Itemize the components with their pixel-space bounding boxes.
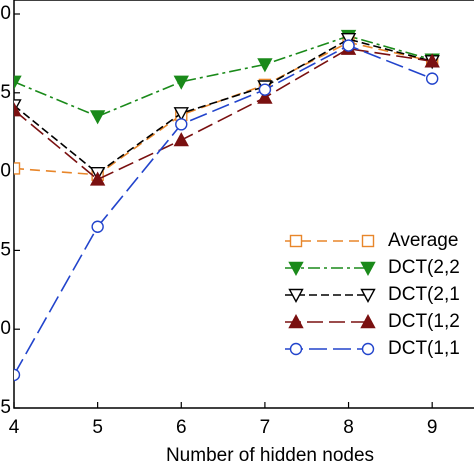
data-point bbox=[173, 75, 189, 90]
y-tick-label: 0 bbox=[0, 3, 11, 24]
data-point bbox=[173, 107, 189, 122]
legend-marker bbox=[360, 261, 376, 276]
data-point bbox=[14, 162, 21, 175]
data-point bbox=[14, 102, 22, 117]
data-point bbox=[89, 110, 106, 125]
data-point bbox=[173, 132, 189, 147]
y-tick-label: 0 bbox=[0, 318, 11, 339]
legend-marker bbox=[360, 288, 376, 303]
legend-label: DCT(1,2 bbox=[388, 311, 460, 332]
series-line bbox=[14, 41, 433, 176]
legend-label: DCT(2,1 bbox=[388, 284, 460, 305]
legend-marker bbox=[289, 234, 303, 248]
x-tick-label: 9 bbox=[427, 417, 438, 438]
x-tick-label: 4 bbox=[9, 417, 20, 438]
plot-frame bbox=[13, 0, 474, 409]
legend-marker bbox=[288, 288, 304, 303]
data-point bbox=[89, 171, 106, 186]
data-point bbox=[14, 368, 21, 382]
x-axis-label: Number of hidden nodes bbox=[166, 445, 374, 466]
data-point bbox=[257, 89, 273, 104]
series-line bbox=[14, 38, 433, 175]
y-tick-label: 5 bbox=[0, 82, 11, 103]
series-line bbox=[14, 44, 433, 376]
legend-label: Average bbox=[388, 230, 458, 251]
legend-marker bbox=[288, 261, 304, 276]
legend-marker bbox=[360, 314, 376, 329]
x-tick-label: 7 bbox=[260, 417, 271, 438]
x-tick-label: 8 bbox=[343, 417, 354, 438]
plot-area bbox=[14, 29, 440, 382]
legend-marker bbox=[288, 314, 304, 329]
y-tick-label: 0 bbox=[0, 161, 11, 182]
data-point bbox=[257, 58, 273, 73]
legend-label: DCT(2,2 bbox=[388, 257, 460, 278]
data-point bbox=[425, 72, 439, 85]
data-point bbox=[175, 118, 188, 131]
data-point bbox=[14, 75, 22, 90]
series-line bbox=[14, 35, 433, 118]
x-tick-label: 6 bbox=[176, 417, 187, 438]
legend-marker bbox=[361, 234, 375, 248]
y-tick-label: 5 bbox=[0, 239, 11, 260]
legend-marker bbox=[361, 342, 375, 356]
series-line bbox=[14, 47, 433, 181]
legend-label: DCT(1,1 bbox=[388, 338, 460, 359]
legend-box bbox=[278, 224, 474, 364]
data-point bbox=[342, 39, 355, 52]
x-tick-label: 5 bbox=[92, 417, 103, 438]
data-point bbox=[424, 53, 440, 68]
data-point bbox=[91, 220, 104, 233]
legend-marker bbox=[289, 342, 303, 356]
y-tick-label: 5 bbox=[0, 397, 11, 418]
data-point bbox=[258, 83, 272, 96]
legend: Average DCT(2,2 DCT(2,1 DCT(1,2 DCT(1,1 bbox=[278, 224, 474, 364]
